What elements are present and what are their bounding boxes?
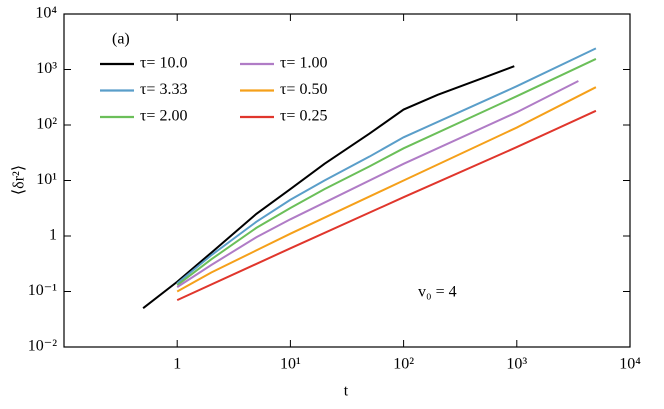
x-tick-label: 10¹	[280, 356, 301, 373]
data-line	[176, 80, 579, 288]
legend-label: τ= 1.00	[280, 55, 327, 72]
x-axis-label: t	[344, 383, 349, 400]
data-line	[176, 86, 597, 293]
x-tick-label: 10²	[393, 356, 414, 373]
x-tick-label: 10³	[506, 356, 527, 373]
data-line	[176, 58, 597, 286]
legend-label: τ= 2.00	[140, 108, 187, 125]
x-tick-label: 1	[173, 356, 181, 373]
panel-label: (a)	[112, 31, 130, 48]
x-tick-label: 10⁴	[619, 356, 641, 373]
data-line	[176, 109, 597, 302]
y-tick-label: 10⁴	[35, 5, 57, 22]
legend-label: τ= 10.0	[140, 55, 187, 72]
y-tick-label: 10³	[36, 60, 57, 77]
annotation: v₀ = 4	[418, 284, 457, 301]
y-axis-label: ⟨δr²⟩	[11, 165, 28, 195]
y-tick-label: 10⁻¹	[28, 282, 57, 299]
legend-label: τ= 0.50	[280, 81, 327, 98]
y-tick-label: 10¹	[36, 171, 57, 188]
y-tick-label: 10⁻²	[28, 338, 57, 355]
data-line	[176, 47, 597, 285]
legend-label: τ= 3.33	[140, 81, 187, 98]
y-tick-label: 1	[49, 227, 57, 244]
legend-label: τ= 0.25	[280, 108, 327, 125]
y-tick-label: 10²	[36, 116, 57, 133]
data-line	[142, 65, 515, 309]
